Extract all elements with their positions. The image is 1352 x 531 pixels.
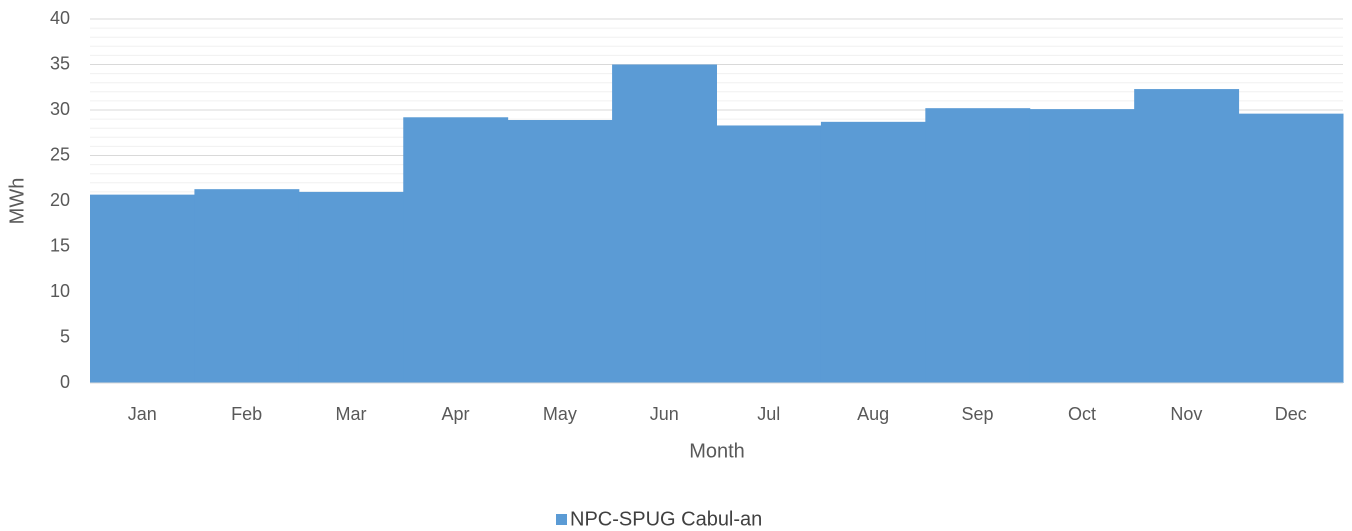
x-tick-label: May (543, 404, 577, 424)
y-tick-label: 20 (50, 190, 70, 210)
x-tick-label: Dec (1275, 404, 1307, 424)
y-tick-label: 25 (50, 144, 70, 164)
bar (716, 125, 822, 383)
y-tick-label: 10 (50, 281, 70, 301)
y-tick-label: 15 (50, 235, 70, 255)
x-tick-label: Aug (857, 404, 889, 424)
x-axis-title: Month (689, 440, 745, 462)
y-tick-label: 0 (60, 372, 70, 392)
legend-label: NPC-SPUG Cabul-an (570, 508, 762, 530)
bar (403, 117, 509, 383)
y-tick-label: 35 (50, 53, 70, 73)
x-tick-label: Oct (1068, 404, 1096, 424)
y-tick-label: 5 (60, 326, 70, 346)
x-tick-label: Sep (962, 404, 994, 424)
y-tick-label: 30 (50, 99, 70, 119)
x-tick-label: Feb (231, 404, 262, 424)
bar (1238, 113, 1344, 383)
x-tick-label: Jan (128, 404, 157, 424)
bar (820, 121, 926, 383)
x-tick-label: Jun (650, 404, 679, 424)
bar (90, 194, 195, 383)
y-tick-label: 40 (50, 8, 70, 28)
x-tick-label: Nov (1170, 404, 1202, 424)
bar (507, 120, 613, 383)
x-tick-label: Mar (336, 404, 367, 424)
bar (1029, 109, 1135, 383)
legend-swatch (556, 514, 567, 525)
bar (925, 108, 1031, 384)
y-axis-title: MWh (6, 178, 28, 225)
bar (612, 64, 717, 383)
bar (298, 191, 404, 383)
x-tick-label: Apr (441, 404, 469, 424)
x-tick-label: Jul (757, 404, 780, 424)
bar (194, 189, 300, 383)
bar (1134, 89, 1240, 383)
